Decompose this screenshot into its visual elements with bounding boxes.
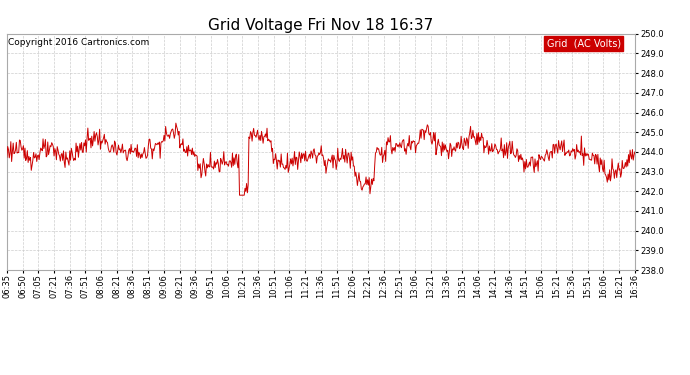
Text: Copyright 2016 Cartronics.com: Copyright 2016 Cartronics.com: [8, 39, 150, 48]
Text: Grid  (AC Volts): Grid (AC Volts): [547, 39, 621, 48]
Title: Grid Voltage Fri Nov 18 16:37: Grid Voltage Fri Nov 18 16:37: [208, 18, 433, 33]
